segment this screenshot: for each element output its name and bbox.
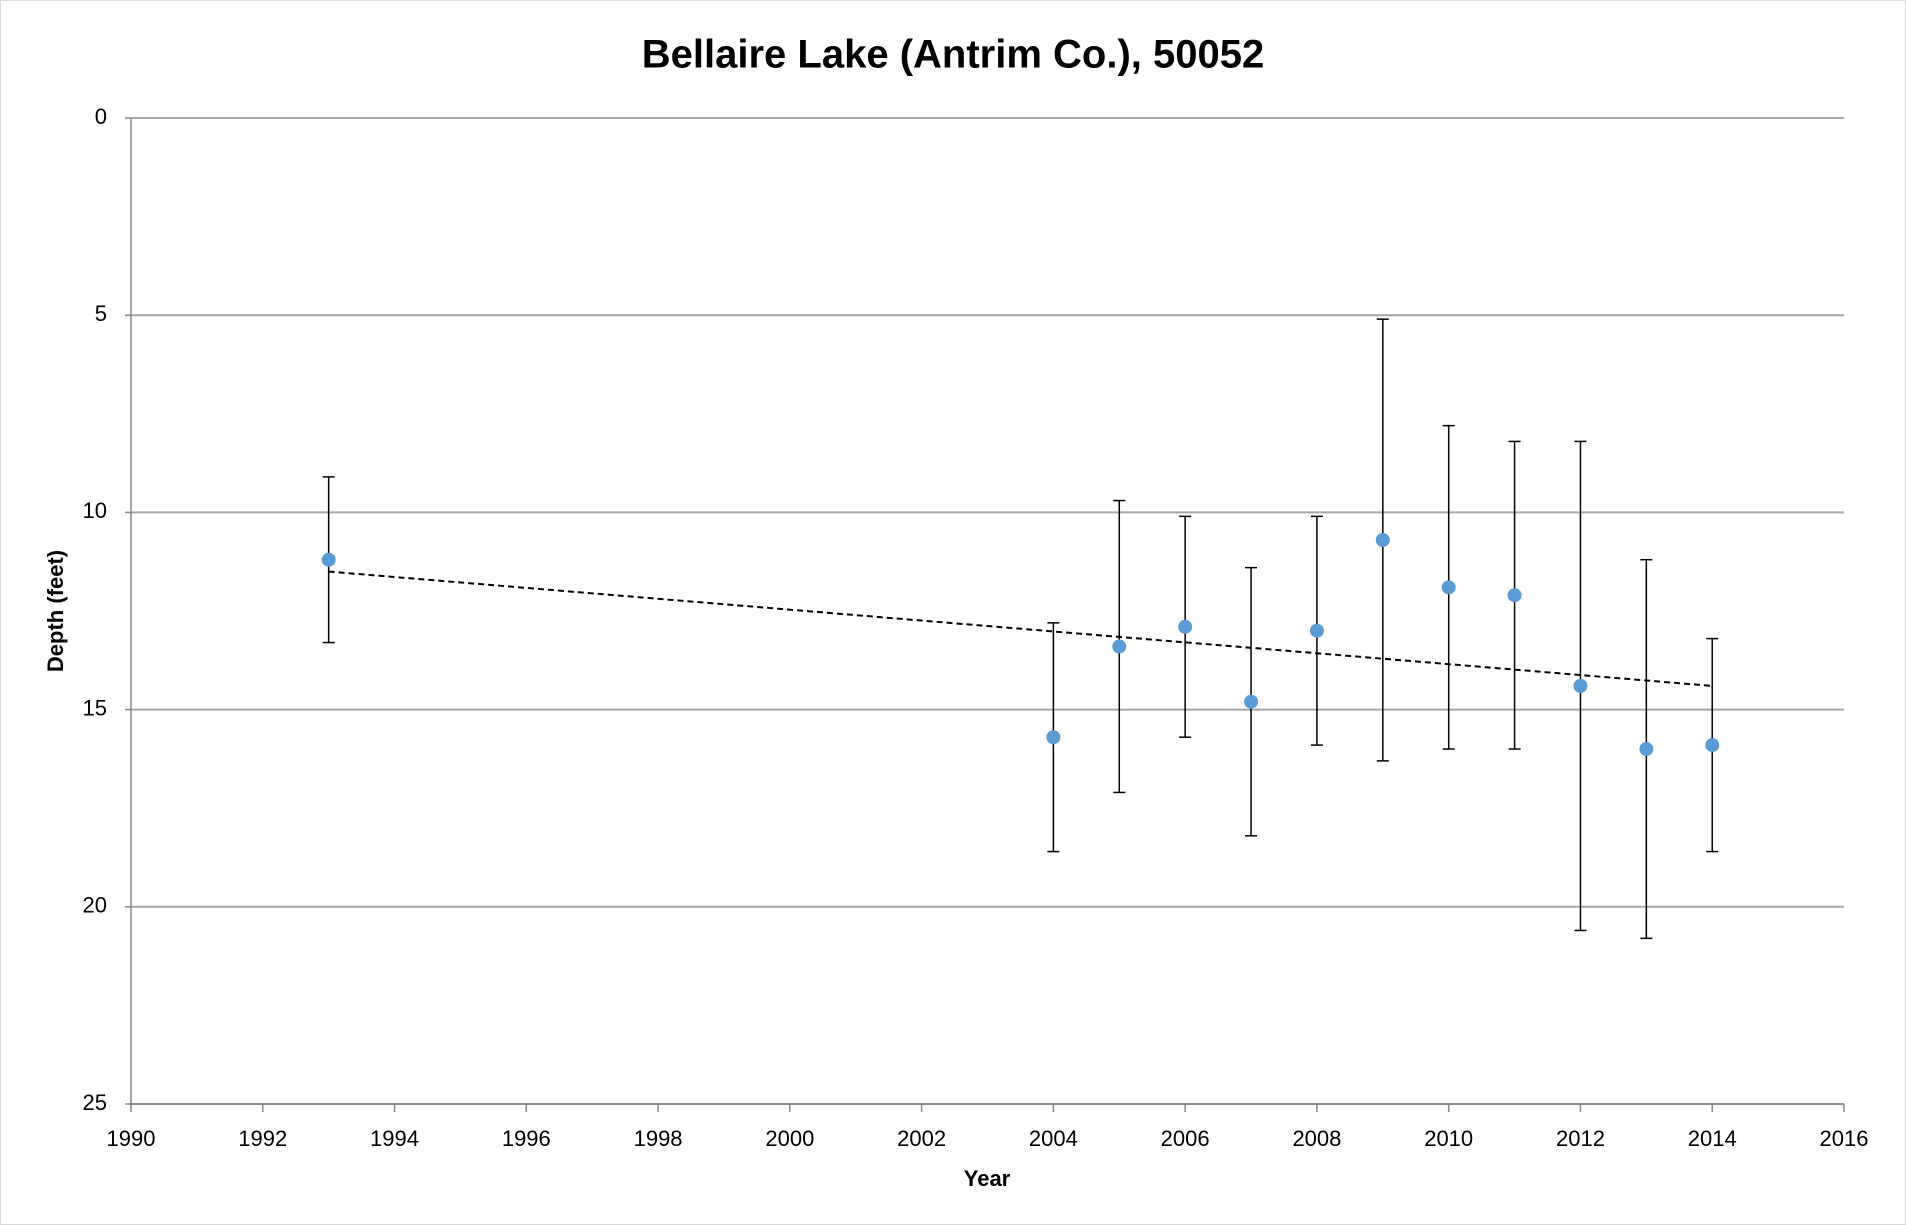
data-point <box>1375 533 1390 548</box>
x-tick-label: 1996 <box>502 1126 551 1151</box>
x-tick-label: 2000 <box>765 1126 814 1151</box>
x-axis-label: Year <box>964 1166 1011 1191</box>
trendline <box>328 570 1713 687</box>
x-tick-label: 2002 <box>897 1126 946 1151</box>
y-tick-label: 20 <box>83 893 107 918</box>
y-tick-label: 10 <box>83 498 107 523</box>
data-point <box>1112 639 1127 654</box>
data-point <box>1639 742 1654 757</box>
data-point <box>1705 738 1720 753</box>
y-tick-label: 5 <box>95 301 107 326</box>
data-point <box>1441 580 1456 595</box>
y-axis-label: Depth (feet) <box>43 550 68 672</box>
x-tick-label: 2006 <box>1161 1126 1210 1151</box>
x-tick-label: 2014 <box>1688 1126 1737 1151</box>
x-tick-label: 2010 <box>1424 1126 1473 1151</box>
data-point <box>1244 694 1259 709</box>
data-point <box>1507 588 1522 603</box>
chart-title: Bellaire Lake (Antrim Co.), 50052 <box>642 33 1264 77</box>
data-point <box>321 552 336 567</box>
data-point <box>1573 678 1588 693</box>
x-tick-label: 2008 <box>1292 1126 1341 1151</box>
y-tick-label: 0 <box>95 104 107 129</box>
y-tick-label: 25 <box>83 1090 107 1115</box>
y-tick-label: 15 <box>83 695 107 720</box>
data-point <box>1309 623 1324 638</box>
x-tick-label: 1998 <box>634 1126 683 1151</box>
x-tick-label: 2016 <box>1820 1126 1869 1151</box>
data-point <box>1178 619 1193 634</box>
data-point <box>1046 730 1061 745</box>
x-tick-label: 2012 <box>1556 1126 1605 1151</box>
x-tick-label: 2004 <box>1029 1126 1078 1151</box>
x-tick-label: 1992 <box>238 1126 287 1151</box>
x-tick-label: 1990 <box>107 1126 156 1151</box>
x-tick-label: 1994 <box>370 1126 419 1151</box>
